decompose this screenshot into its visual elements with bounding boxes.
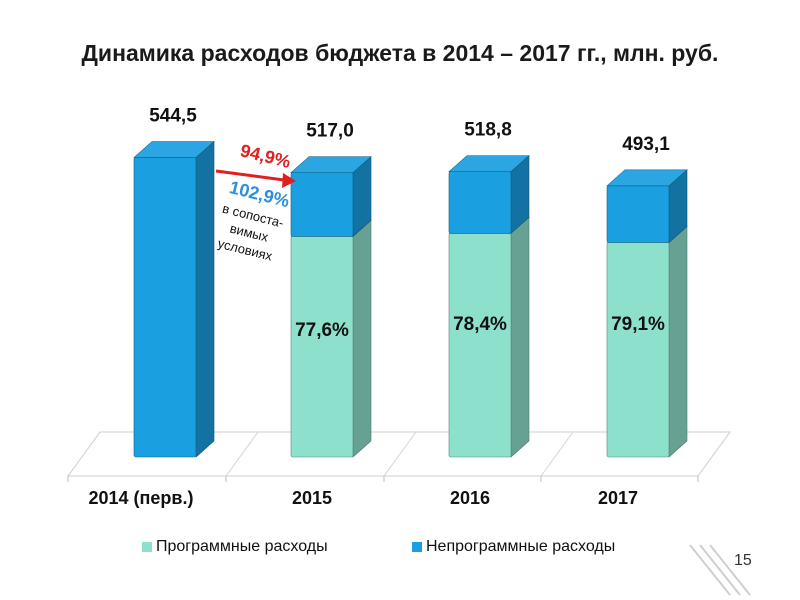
bar-programmatic xyxy=(290,236,354,458)
legend-swatch-programmatic xyxy=(142,541,152,552)
x-tick-label: 2015 xyxy=(292,488,332,508)
chart-title: Динамика расходов бюджета в 2014 – 2017 … xyxy=(81,40,719,66)
bars-group xyxy=(133,140,688,458)
data-label-share: 77,6% xyxy=(295,320,349,341)
data-label-share: 79,1% xyxy=(611,314,665,335)
bar-programmatic-side xyxy=(668,225,688,458)
chart-floor xyxy=(67,431,731,482)
bar-nonprogrammatic xyxy=(448,171,512,234)
bar-programmatic-side xyxy=(352,219,372,458)
annotation-arrow-line xyxy=(215,169,285,182)
floor-divider xyxy=(383,431,417,477)
legend-label-programmatic: Программные расходы xyxy=(156,538,328,555)
legend-item-programmatic: Программные расходы xyxy=(142,538,328,556)
floor-divider xyxy=(67,431,101,477)
labels-group: 544,5 2014 (перв.) 517,0 77,6% 2015 518,8 78,4… xyxy=(89,106,671,508)
data-label-total: 518,8 xyxy=(464,120,512,141)
bar-nonprogrammatic-top xyxy=(290,156,372,173)
page-number: 15 xyxy=(734,552,752,569)
watermark-logo xyxy=(689,544,751,596)
bar-nonprogrammatic xyxy=(606,185,670,243)
x-tick-label: 2017 xyxy=(598,488,638,508)
x-tick-label: 2016 xyxy=(450,488,490,508)
legend-item-nonprogrammatic: Непрограммные расходы xyxy=(412,538,615,556)
floor-divider xyxy=(540,431,574,477)
floor-divider xyxy=(225,431,259,477)
bar-nonprogrammatic-top xyxy=(448,155,530,172)
legend-label-nonprogrammatic: Непрограммные расходы xyxy=(426,538,616,555)
x-tick-label: 2014 (перв.) xyxy=(89,488,194,508)
data-label-share: 78,4% xyxy=(453,314,507,335)
bar-nonprogrammatic-top xyxy=(133,141,215,158)
data-label-total: 493,1 xyxy=(622,134,670,155)
legend-swatch-nonprogrammatic xyxy=(412,541,422,552)
bar-nonprogrammatic xyxy=(290,172,354,237)
bar-programmatic xyxy=(448,233,512,458)
annotation-arrow-head xyxy=(282,173,296,188)
bar-nonprogrammatic xyxy=(133,157,197,458)
bar-programmatic-side xyxy=(510,216,530,458)
bar-programmatic xyxy=(606,242,670,458)
annotation-ratio-red: 94,9% xyxy=(238,140,292,172)
bar-nonprogrammatic-side xyxy=(195,140,215,458)
data-label-total: 517,0 xyxy=(306,121,354,142)
data-label-total: 544,5 xyxy=(149,106,197,127)
bar-nonprogrammatic-top xyxy=(606,169,688,187)
floor-divider xyxy=(697,431,731,477)
